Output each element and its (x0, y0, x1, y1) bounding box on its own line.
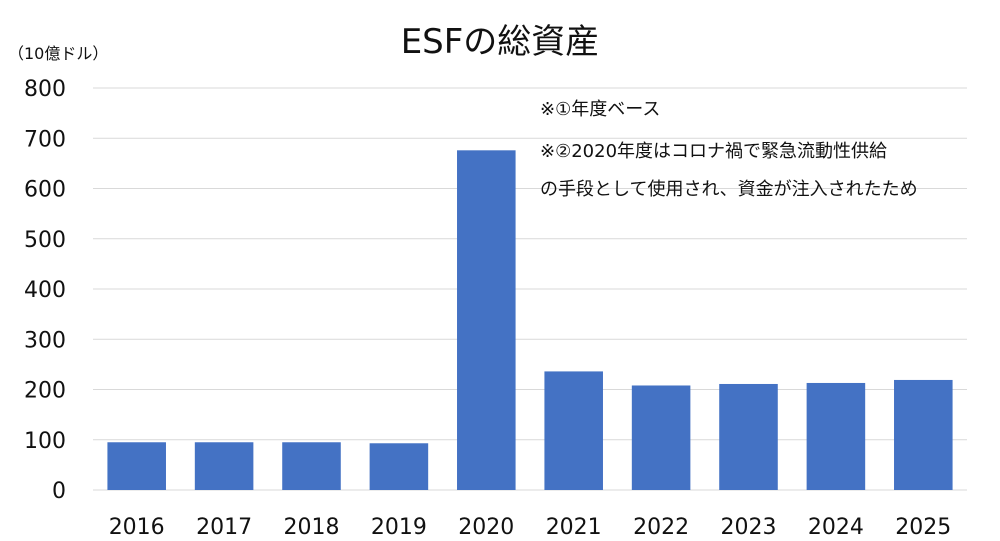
bar-2016 (107, 442, 166, 490)
x-tick-label: 2018 (284, 515, 340, 540)
bar-2022 (631, 385, 691, 490)
y-tick-label: 0 (52, 479, 66, 504)
y-tick-label: 800 (24, 77, 66, 102)
bar-2023 (719, 383, 778, 490)
bar-2019 (369, 443, 429, 490)
y-tick-label: 100 (24, 429, 66, 454)
y-tick-label: 700 (24, 127, 66, 152)
x-tick-label: 2016 (109, 515, 165, 540)
y-tick-label: 500 (24, 228, 66, 253)
x-tick-label: 2020 (458, 515, 514, 540)
annotation-1: ※①年度ベース (540, 99, 661, 120)
x-tick-label: 2019 (371, 515, 427, 540)
y-tick-label: 300 (24, 328, 66, 353)
annotation-3: の手段として使用され、資金が注入されたため (540, 179, 918, 200)
bar-2025 (894, 379, 953, 490)
y-tick-labels: 0 100 200 300 400 500 600 700 800 (24, 77, 66, 504)
annotation-2: ※②2020年度はコロナ禍で緊急流動性供給 (540, 141, 888, 162)
bars (107, 150, 953, 490)
bar-2017 (194, 442, 254, 490)
x-tick-label: 2025 (895, 515, 951, 540)
x-tick-label: 2021 (546, 515, 602, 540)
y-tick-label: 600 (24, 178, 66, 203)
bar-2018 (282, 442, 341, 490)
x-tick-label: 2023 (721, 515, 777, 540)
y-axis-unit-label: （10億ドル） (8, 44, 109, 63)
x-tick-labels: 2016 2017 2018 2019 2020 2021 2022 2023 2024 2025 (109, 515, 952, 540)
x-tick-label: 2022 (633, 515, 689, 540)
y-tick-label: 200 (24, 379, 66, 404)
chart-title: ESFの総資産 (400, 22, 600, 62)
bar-2021 (544, 371, 603, 490)
bar-2020 (457, 150, 516, 490)
x-tick-label: 2024 (808, 515, 864, 540)
y-tick-label: 400 (24, 278, 66, 303)
bar-2024 (806, 382, 866, 490)
x-tick-label: 2017 (196, 515, 252, 540)
